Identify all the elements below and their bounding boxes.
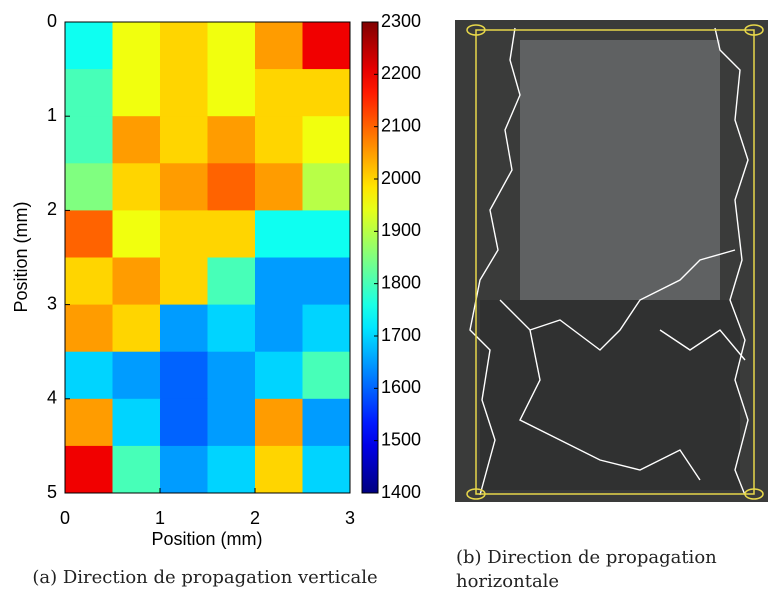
heat-cell xyxy=(302,398,351,447)
x-tick-label: 1 xyxy=(155,508,165,528)
colorbar-tick-label: 2000 xyxy=(381,168,421,188)
colorbar-tick-label: 1500 xyxy=(381,429,421,449)
y-tick-label: 4 xyxy=(47,388,57,408)
heat-cell xyxy=(302,22,351,70)
caption: (a) Direction de propagation verticale xyxy=(32,567,378,588)
heat-cell xyxy=(255,69,303,117)
heat-cell xyxy=(65,398,113,447)
heat-cell xyxy=(255,163,303,211)
x-tick-label: 3 xyxy=(345,508,355,528)
heat-cell xyxy=(207,304,256,353)
heat-cell xyxy=(65,163,113,211)
heat-cell xyxy=(65,304,113,353)
colorbar-tick-label: 2200 xyxy=(381,63,421,83)
colorbar-tick-label: 1700 xyxy=(381,325,421,345)
heat-cell xyxy=(302,257,351,306)
heat-cell xyxy=(160,257,208,306)
heat-cell xyxy=(207,445,256,494)
heat-cell xyxy=(302,210,351,258)
heat-cell xyxy=(160,351,208,400)
heatmap xyxy=(65,22,351,494)
heat-cell xyxy=(112,22,161,70)
x-tick-label: 2 xyxy=(250,508,260,528)
heat-cell xyxy=(160,445,208,494)
heat-cell xyxy=(112,69,161,117)
heat-cell xyxy=(207,22,256,70)
heat-cell xyxy=(255,351,303,400)
heat-cell xyxy=(65,445,113,494)
colorbar-tick-label: 2300 xyxy=(381,11,421,31)
heat-cell xyxy=(112,257,161,306)
heat-cell xyxy=(302,69,351,117)
x-axis-label: Position (mm) xyxy=(151,529,262,549)
heat-cell xyxy=(160,69,208,117)
heat-cell xyxy=(207,398,256,447)
photo xyxy=(455,20,768,502)
heat-cell xyxy=(302,116,351,164)
heat-cell xyxy=(255,116,303,164)
heat-cell xyxy=(112,116,161,164)
y-tick-label: 3 xyxy=(47,293,57,313)
heat-cell xyxy=(255,304,303,353)
heat-cell xyxy=(160,116,208,164)
heat-cell xyxy=(65,22,113,70)
colorbar-tick-label: 2100 xyxy=(381,115,421,135)
heat-cell xyxy=(112,398,161,447)
colorbar-tick-label: 1900 xyxy=(381,220,421,240)
heat-cell xyxy=(207,351,256,400)
heat-cell xyxy=(65,257,113,306)
heat-cell xyxy=(112,351,161,400)
colorbar-tick-label: 1400 xyxy=(381,482,421,502)
heat-cell xyxy=(255,445,303,494)
heat-cell xyxy=(112,210,161,258)
y-tick-label: 1 xyxy=(47,105,57,125)
heat-cell xyxy=(302,304,351,353)
heat-cell xyxy=(302,445,351,494)
heat-cell xyxy=(65,116,113,164)
heat-cell xyxy=(112,163,161,211)
heat-cell xyxy=(160,163,208,211)
caption: (b) Direction de propagation horizontale xyxy=(456,547,717,592)
heat-cell xyxy=(65,210,113,258)
heat-cell xyxy=(207,163,256,211)
heat-cell xyxy=(255,398,303,447)
heat-cell xyxy=(207,257,256,306)
colorbar-tick-label: 1600 xyxy=(381,377,421,397)
colorbar-tick-label: 1800 xyxy=(381,272,421,292)
heat-cell xyxy=(65,69,113,117)
heat-cell xyxy=(255,257,303,306)
colorbar xyxy=(361,21,379,494)
y-axis-label: Position (mm) xyxy=(11,201,31,312)
heat-cell xyxy=(207,116,256,164)
y-tick-label: 5 xyxy=(47,482,57,502)
heat-cell xyxy=(255,210,303,258)
heat-cell xyxy=(302,351,351,400)
heat-cell xyxy=(302,163,351,211)
heat-cell xyxy=(65,351,113,400)
heat-cell xyxy=(207,69,256,117)
plot-frame xyxy=(64,21,351,494)
heat-cell xyxy=(160,22,208,70)
heat-cell xyxy=(255,22,303,70)
heat-cell xyxy=(160,398,208,447)
y-tick-label: 2 xyxy=(47,199,57,219)
heat-cell xyxy=(207,210,256,258)
heat-cell xyxy=(160,210,208,258)
y-tick-label: 0 xyxy=(47,11,57,31)
heat-cell xyxy=(160,304,208,353)
heat-cell xyxy=(112,445,161,494)
x-tick-label: 0 xyxy=(60,508,70,528)
heat-cell xyxy=(112,304,161,353)
